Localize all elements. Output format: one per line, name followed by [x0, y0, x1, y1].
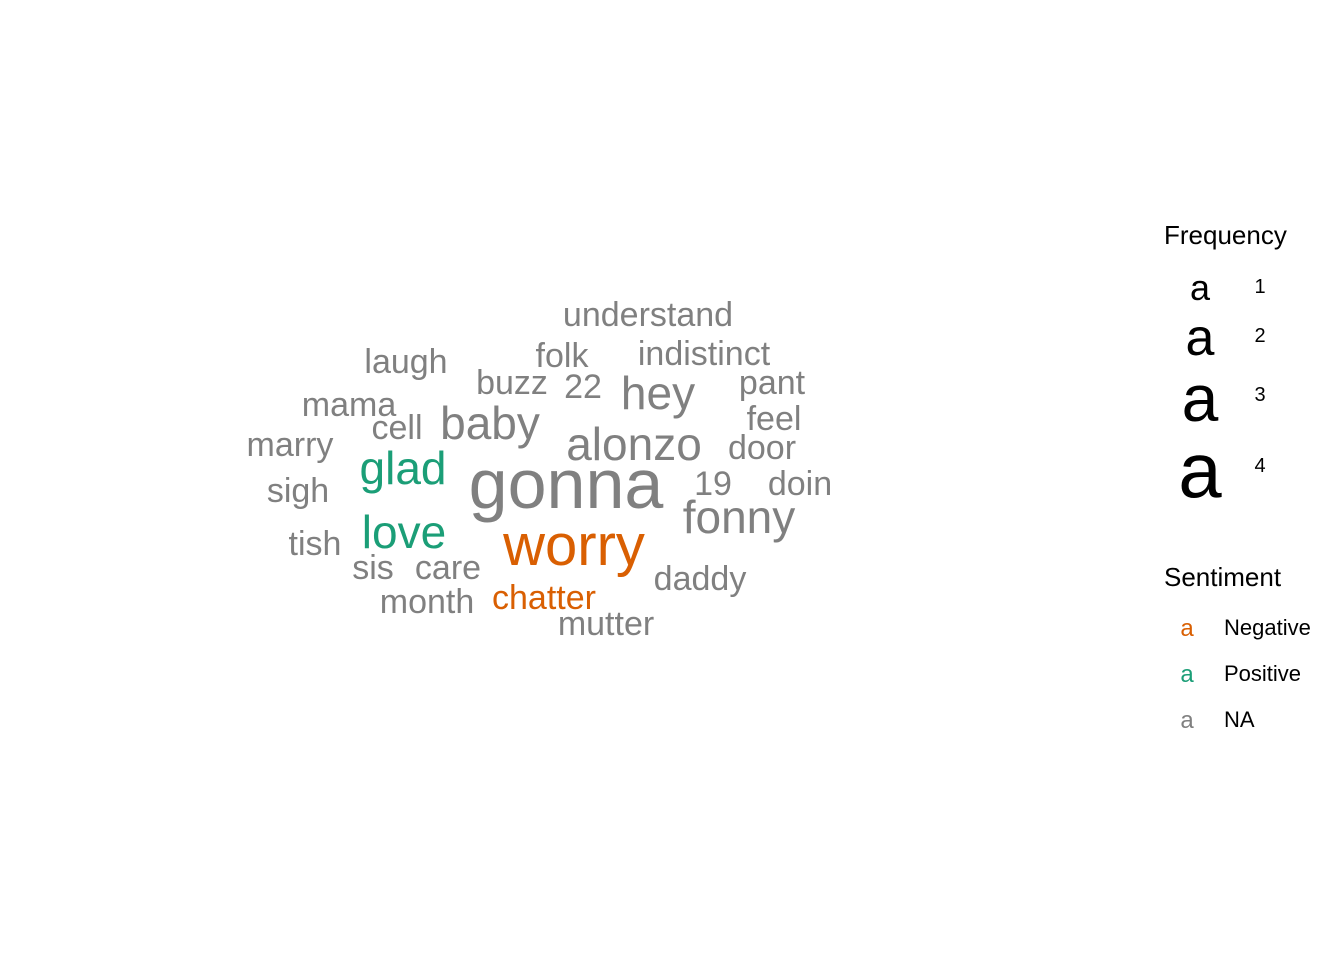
word-buzz: buzz	[476, 364, 548, 402]
word-glad: glad	[359, 442, 447, 494]
word-alonzo: alonzo	[566, 418, 702, 470]
word-door: door	[727, 429, 797, 467]
word-laugh: laugh	[364, 343, 448, 381]
frequency-key-3: a	[1181, 361, 1219, 435]
word-sis: sis	[352, 549, 394, 587]
frequency-label-1: 1	[1254, 276, 1266, 298]
word-pant: pant	[738, 364, 806, 402]
sentiment-key-na: a	[1180, 707, 1194, 734]
word-marry: marry	[246, 426, 334, 464]
frequency-label-2: 2	[1254, 325, 1266, 347]
word-22: 22	[564, 368, 602, 406]
word-fonny: fonny	[682, 491, 796, 543]
sentiment-label-positive: Positive	[1224, 661, 1302, 686]
word-cell: cell	[371, 409, 423, 447]
word-care: care	[414, 549, 482, 587]
word-folk: folk	[535, 337, 589, 375]
word-19: 19	[694, 465, 732, 503]
word-gonna: gonna	[468, 445, 664, 523]
word-month: month	[379, 583, 475, 621]
frequency-key-4: a	[1178, 426, 1222, 514]
word-worry: worry	[503, 513, 645, 578]
sentiment-key-negative: a	[1180, 615, 1194, 642]
word-hey: hey	[620, 367, 696, 419]
word-daddy: daddy	[653, 560, 747, 598]
frequency-label-4: 4	[1254, 455, 1266, 477]
word-feel: feel	[746, 400, 802, 438]
word-indistinct: indistinct	[637, 335, 771, 373]
word-tish: tish	[288, 525, 342, 563]
word-doin: doin	[767, 465, 833, 503]
frequency-legend-title: Frequency	[1164, 220, 1287, 250]
sentiment-label-na: NA	[1224, 707, 1255, 732]
frequency-key-2: a	[1185, 309, 1215, 367]
sentiment-legend-title: Sentiment	[1164, 562, 1282, 592]
frequency-key-1: a	[1189, 267, 1211, 308]
word-understand: understand	[562, 296, 734, 334]
frequency-label-3: 3	[1254, 384, 1266, 406]
sentiment-key-positive: a	[1180, 661, 1194, 688]
word-sigh: sigh	[266, 472, 330, 510]
sentiment-label-negative: Negative	[1224, 615, 1311, 640]
word-mama: mama	[301, 386, 397, 424]
word-chatter: chatter	[492, 579, 596, 617]
word-mutter: mutter	[557, 605, 655, 643]
word-baby: baby	[440, 397, 540, 449]
word-love: love	[361, 506, 447, 558]
